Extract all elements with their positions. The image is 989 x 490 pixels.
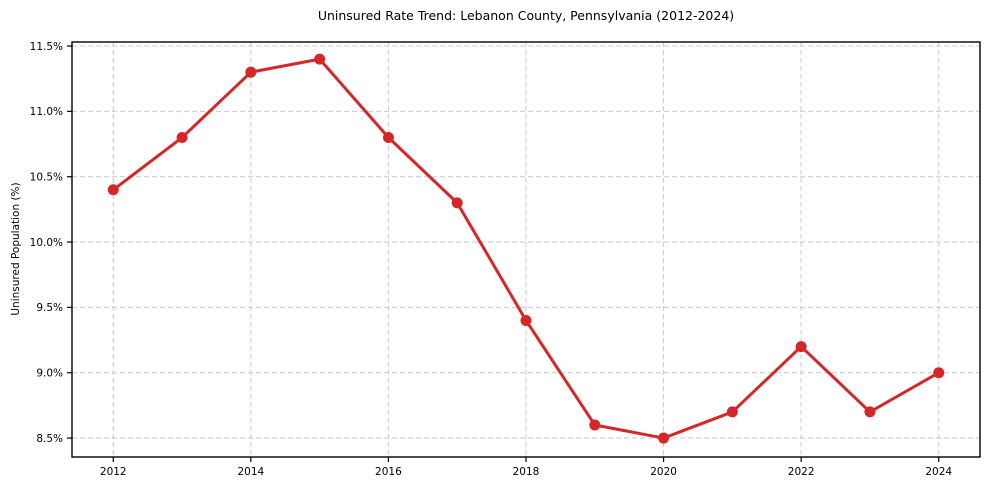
data-point-2015 xyxy=(314,53,326,65)
data-point-2016 xyxy=(382,132,394,144)
y-tick-label: 8.5% xyxy=(36,433,63,445)
data-point-2022 xyxy=(795,341,807,353)
chart-title: Uninsured Rate Trend: Lebanon County, Pe… xyxy=(317,8,735,23)
data-point-2020 xyxy=(658,432,670,444)
data-point-2014 xyxy=(245,66,257,78)
data-point-2023 xyxy=(864,406,876,418)
data-point-2018 xyxy=(520,314,532,326)
y-tick-label: 10.0% xyxy=(30,237,63,249)
data-point-2019 xyxy=(589,419,601,431)
x-tick-label: 2022 xyxy=(788,466,815,478)
x-tick-label: 2016 xyxy=(375,466,402,478)
data-point-2024 xyxy=(933,367,945,379)
x-tick-label: 2014 xyxy=(237,466,264,478)
y-tick-label: 11.0% xyxy=(30,106,63,118)
data-point-2013 xyxy=(176,132,188,144)
x-tick-label: 2024 xyxy=(925,466,952,478)
x-tick-label: 2018 xyxy=(513,466,540,478)
data-point-2012 xyxy=(107,184,119,196)
y-tick-label: 9.0% xyxy=(36,367,63,379)
y-tick-label: 9.5% xyxy=(36,302,63,314)
y-tick-label: 10.5% xyxy=(30,171,63,183)
data-point-2021 xyxy=(726,406,738,418)
data-point-2017 xyxy=(451,197,463,209)
x-tick-label: 2020 xyxy=(650,466,677,478)
x-tick-label: 2012 xyxy=(100,466,127,478)
y-tick-label: 11.5% xyxy=(30,41,63,53)
